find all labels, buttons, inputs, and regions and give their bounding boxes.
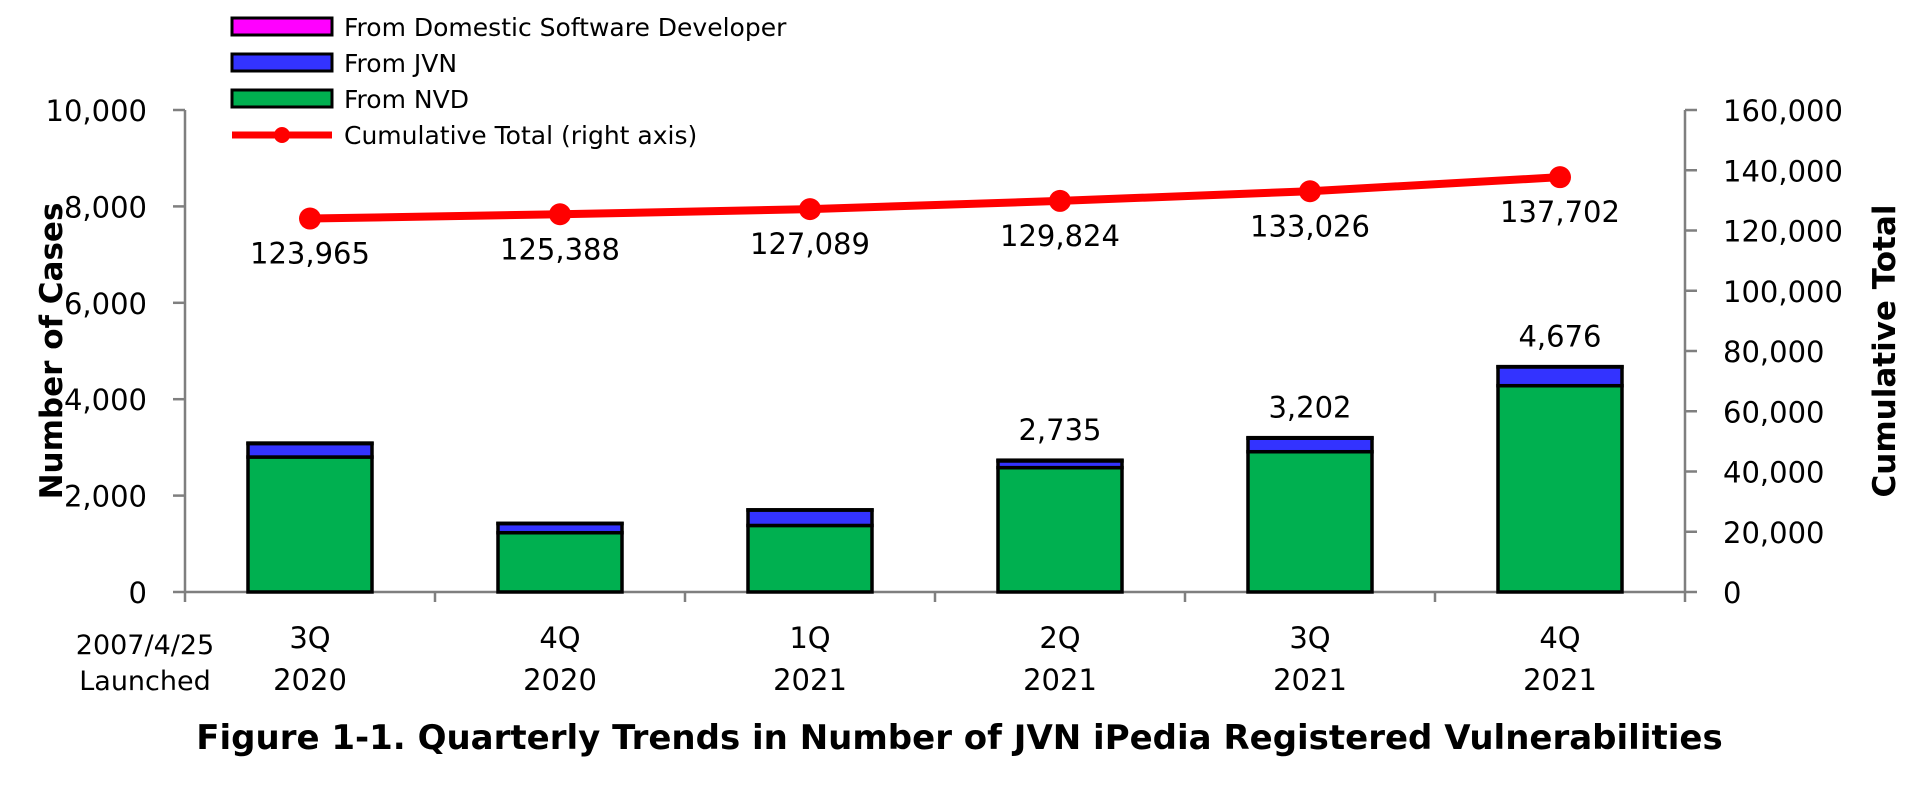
legend-swatch xyxy=(232,90,332,107)
cumulative-total-label: 123,965 xyxy=(250,237,370,271)
cumulative-total-point xyxy=(1549,166,1571,188)
bar-segment-from-jvn xyxy=(748,510,872,525)
right-axis-tick-label: 100,000 xyxy=(1723,275,1843,309)
x-tick-label-quarter: 4Q xyxy=(539,621,580,655)
legend-label: From NVD xyxy=(344,85,469,114)
left-axis-tick-label: 8,000 xyxy=(64,190,147,224)
cumulative-total-label: 125,388 xyxy=(500,232,620,266)
right-axis-tick-label: 140,000 xyxy=(1723,154,1843,188)
cumulative-total-label: 127,089 xyxy=(750,227,870,261)
left-axis-tick-label: 10,000 xyxy=(46,94,147,128)
right-axis-tick-label: 0 xyxy=(1723,576,1741,610)
right-axis-tick-label: 80,000 xyxy=(1723,335,1824,369)
cumulative-total-point xyxy=(1049,190,1071,212)
x-tick-label-quarter: 3Q xyxy=(289,621,330,655)
right-axis-tick-label: 120,000 xyxy=(1723,215,1843,249)
x-tick-label-quarter: 2Q xyxy=(1039,621,1080,655)
legend-label: Cumulative Total (right axis) xyxy=(344,121,697,150)
x-tick-label-quarter: 1Q xyxy=(789,621,830,655)
left-axis-tick-label: 0 xyxy=(129,576,147,610)
left-axis-title: Number of Cases xyxy=(34,203,70,500)
cumulative-total-point xyxy=(299,208,321,230)
legend-label: From Domestic Software Developer xyxy=(344,13,787,42)
legend-swatch xyxy=(232,54,332,71)
right-axis-tick-label: 160,000 xyxy=(1723,94,1843,128)
bar-segment-from-nvd xyxy=(748,525,872,592)
bar-segment-from-jvn xyxy=(248,444,372,457)
cumulative-total-point xyxy=(1299,180,1321,202)
x-tick-label-year: 2021 xyxy=(1023,663,1097,697)
cumulative-total-point xyxy=(799,198,821,220)
cumulative-total-label: 137,702 xyxy=(1500,195,1620,229)
cumulative-total-label: 133,026 xyxy=(1250,209,1370,243)
x-tick-label-year: 2020 xyxy=(523,663,597,697)
right-axis-tick-label: 20,000 xyxy=(1723,516,1824,550)
legend-swatch xyxy=(232,18,332,35)
bar-segment-from-domestic-software-developer xyxy=(1248,438,1372,439)
launch-date-note: 2007/4/25 xyxy=(76,630,214,661)
right-axis-tick-label: 40,000 xyxy=(1723,456,1824,490)
bar-segment-from-nvd xyxy=(998,468,1122,592)
cumulative-total-line xyxy=(310,177,1560,218)
bar-segment-from-nvd xyxy=(1498,386,1622,592)
left-axis-tick-label: 6,000 xyxy=(64,287,147,321)
legend-label: From JVN xyxy=(344,49,457,78)
left-axis-tick-label: 4,000 xyxy=(64,383,147,417)
right-axis-title: Cumulative Total xyxy=(1867,205,1903,498)
bar-total-label: 3,202 xyxy=(1268,391,1351,425)
x-tick-label-quarter: 4Q xyxy=(1539,621,1580,655)
launch-label-note: Launched xyxy=(79,666,211,697)
bar-total-label: 4,676 xyxy=(1518,320,1601,354)
figure-caption: Figure 1-1. Quarterly Trends in Number o… xyxy=(0,718,1919,758)
bar-total-label: 2,735 xyxy=(1018,413,1101,447)
cumulative-total-point xyxy=(549,203,571,225)
x-tick-label-year: 2021 xyxy=(1273,663,1347,697)
bar-segment-from-nvd xyxy=(1248,452,1372,592)
bar-segment-from-domestic-software-developer xyxy=(998,460,1122,461)
bar-segment-from-jvn xyxy=(1248,438,1372,451)
bar-segment-from-nvd xyxy=(248,457,372,592)
x-tick-label-year: 2021 xyxy=(773,663,847,697)
left-axis-tick-label: 2,000 xyxy=(64,480,147,514)
x-tick-label-year: 2020 xyxy=(273,663,347,697)
bar-segment-from-nvd xyxy=(498,533,622,592)
bar-segment-from-jvn xyxy=(1498,367,1622,386)
cumulative-total-label: 129,824 xyxy=(1000,219,1120,253)
x-tick-label-quarter: 3Q xyxy=(1289,621,1330,655)
x-tick-label-year: 2021 xyxy=(1523,663,1597,697)
legend-swatch-marker xyxy=(274,127,290,143)
right-axis-tick-label: 60,000 xyxy=(1723,395,1824,429)
